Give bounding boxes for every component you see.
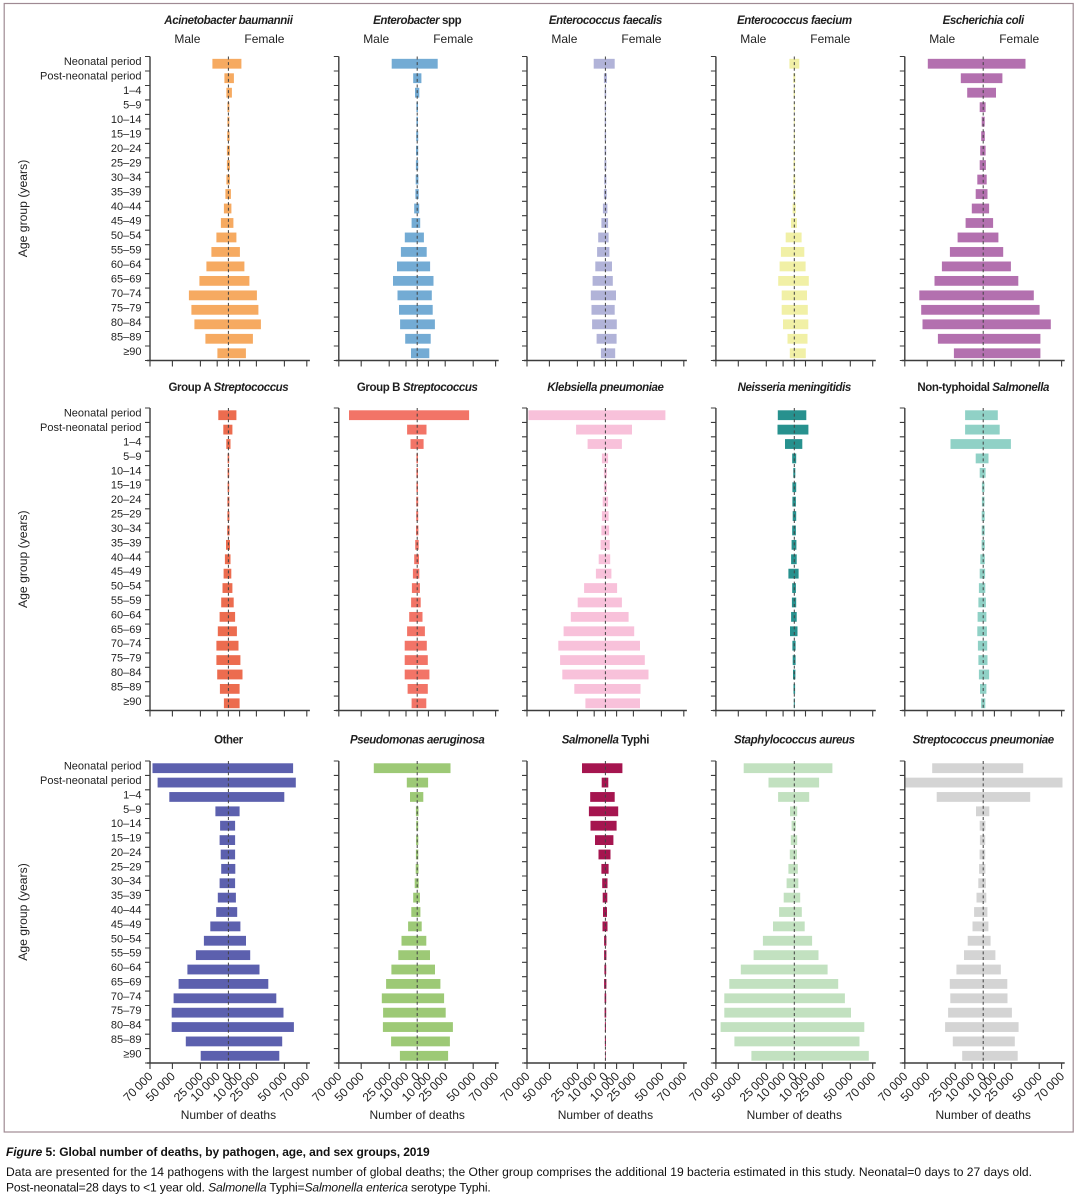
svg-text:30–34: 30–34	[111, 523, 142, 535]
svg-text:55–59: 55–59	[111, 244, 142, 256]
svg-text:Age group (years): Age group (years)	[16, 863, 30, 961]
svg-text:55–59: 55–59	[111, 948, 142, 960]
svg-text:25–29: 25–29	[111, 861, 142, 873]
svg-text:Non-typhoidal Salmonella: Non-typhoidal Salmonella	[917, 382, 1050, 394]
svg-text:Female: Female	[810, 32, 850, 46]
svg-text:1–4: 1–4	[123, 437, 141, 449]
svg-text:20–24: 20–24	[111, 143, 142, 155]
svg-text:85–89: 85–89	[111, 681, 142, 693]
svg-text:50–54: 50–54	[111, 230, 142, 242]
svg-text:Age group (years): Age group (years)	[16, 160, 30, 258]
svg-text:75–79: 75–79	[111, 653, 142, 665]
svg-text:Female: Female	[999, 32, 1039, 46]
svg-text:65–69: 65–69	[111, 273, 142, 285]
svg-text:Pseudomonas aeruginosa: Pseudomonas aeruginosa	[350, 735, 485, 747]
svg-text:80–84: 80–84	[111, 1020, 142, 1032]
svg-text:50–54: 50–54	[111, 933, 142, 945]
svg-text:Age group (years): Age group (years)	[16, 510, 30, 608]
svg-text:40–44: 40–44	[111, 201, 142, 213]
svg-text:80–84: 80–84	[111, 667, 142, 679]
svg-text:Number of deaths: Number of deaths	[370, 1108, 465, 1122]
svg-text:15–19: 15–19	[111, 129, 142, 141]
svg-text:70–74: 70–74	[111, 638, 142, 650]
svg-text:Neonatal period: Neonatal period	[64, 408, 142, 420]
svg-text:Male: Male	[740, 32, 766, 46]
svg-text:30–34: 30–34	[111, 172, 142, 184]
svg-text:5–9: 5–9	[123, 804, 141, 816]
svg-text:10–14: 10–14	[111, 114, 142, 126]
svg-text:60–64: 60–64	[111, 962, 142, 974]
svg-text:Acinetobacter baumannii: Acinetobacter baumannii	[163, 15, 293, 27]
svg-text:20–24: 20–24	[111, 494, 142, 506]
svg-text:60–64: 60–64	[111, 609, 142, 621]
svg-text:55–59: 55–59	[111, 595, 142, 607]
svg-text:35–39: 35–39	[111, 187, 142, 199]
svg-text:Figure 5: Global number of dea: Figure 5: Global number of deaths, by pa…	[6, 1145, 430, 1159]
svg-text:Enterobacter spp: Enterobacter spp	[373, 15, 462, 27]
svg-text:10–14: 10–14	[111, 465, 142, 477]
svg-text:Post-neonatal period: Post-neonatal period	[40, 71, 142, 83]
svg-text:Escherichia coli: Escherichia coli	[943, 15, 1025, 27]
svg-text:Enterococcus faecium: Enterococcus faecium	[737, 15, 852, 27]
svg-text:Number of deaths: Number of deaths	[747, 1108, 842, 1122]
svg-text:15–19: 15–19	[111, 833, 142, 845]
svg-text:1–4: 1–4	[123, 85, 141, 97]
svg-text:Post-neonatal=28 days to <1 ye: Post-neonatal=28 days to <1 year old. Sa…	[6, 1181, 491, 1195]
svg-text:Data are presented for the 14: Data are presented for the 14 pathogens …	[6, 1165, 1032, 1179]
svg-text:Male: Male	[363, 32, 389, 46]
svg-text:75–79: 75–79	[111, 302, 142, 314]
svg-text:85–89: 85–89	[111, 331, 142, 343]
svg-text:Klebsiella pneumoniae: Klebsiella pneumoniae	[547, 382, 664, 394]
svg-text:Number of deaths: Number of deaths	[181, 1108, 276, 1122]
svg-text:Group A Streptococcus: Group A Streptococcus	[168, 382, 288, 394]
svg-text:65–69: 65–69	[111, 976, 142, 988]
svg-text:70–74: 70–74	[111, 991, 142, 1003]
svg-text:≥90: ≥90	[123, 346, 141, 358]
svg-text:Other: Other	[214, 735, 244, 747]
svg-text:Male: Male	[174, 32, 200, 46]
svg-text:≥90: ≥90	[123, 1048, 141, 1060]
svg-text:Post-neonatal period: Post-neonatal period	[40, 775, 142, 787]
svg-text:Female: Female	[621, 32, 661, 46]
svg-text:5–9: 5–9	[123, 451, 141, 463]
svg-text:10–14: 10–14	[111, 818, 142, 830]
svg-text:35–39: 35–39	[111, 890, 142, 902]
svg-text:≥90: ≥90	[123, 696, 141, 708]
svg-text:30–34: 30–34	[111, 876, 142, 888]
svg-text:60–64: 60–64	[111, 259, 142, 271]
svg-text:70–74: 70–74	[111, 288, 142, 300]
svg-text:35–39: 35–39	[111, 537, 142, 549]
svg-text:65–69: 65–69	[111, 624, 142, 636]
svg-text:Male: Male	[551, 32, 577, 46]
svg-text:Salmonella Typhi: Salmonella Typhi	[562, 735, 650, 747]
svg-text:15–19: 15–19	[111, 480, 142, 492]
svg-text:Number of deaths: Number of deaths	[558, 1108, 653, 1122]
svg-text:Neonatal period: Neonatal period	[64, 761, 142, 773]
svg-text:45–49: 45–49	[111, 566, 142, 578]
svg-text:25–29: 25–29	[111, 509, 142, 521]
svg-text:Male: Male	[929, 32, 955, 46]
svg-text:5–9: 5–9	[123, 100, 141, 112]
svg-text:Neonatal period: Neonatal period	[64, 56, 142, 68]
svg-text:Enterococcus faecalis: Enterococcus faecalis	[549, 15, 662, 27]
svg-text:Neisseria meningitidis: Neisseria meningitidis	[738, 382, 851, 394]
svg-text:45–49: 45–49	[111, 919, 142, 931]
svg-text:80–84: 80–84	[111, 317, 142, 329]
svg-text:Streptococcus pneumoniae: Streptococcus pneumoniae	[913, 735, 1055, 747]
svg-text:45–49: 45–49	[111, 216, 142, 228]
svg-text:Female: Female	[244, 32, 284, 46]
svg-text:Number of deaths: Number of deaths	[936, 1108, 1031, 1122]
svg-text:75–79: 75–79	[111, 1005, 142, 1017]
svg-text:20–24: 20–24	[111, 847, 142, 859]
svg-text:40–44: 40–44	[111, 905, 142, 917]
svg-text:1–4: 1–4	[123, 790, 141, 802]
svg-text:Post-neonatal period: Post-neonatal period	[40, 422, 142, 434]
svg-text:25–29: 25–29	[111, 158, 142, 170]
svg-text:40–44: 40–44	[111, 552, 142, 564]
svg-text:Female: Female	[433, 32, 473, 46]
svg-text:85–89: 85–89	[111, 1034, 142, 1046]
svg-text:Group B Streptococcus: Group B Streptococcus	[357, 382, 478, 394]
svg-text:50–54: 50–54	[111, 581, 142, 593]
svg-text:Staphylococcus aureus: Staphylococcus aureus	[734, 735, 855, 747]
